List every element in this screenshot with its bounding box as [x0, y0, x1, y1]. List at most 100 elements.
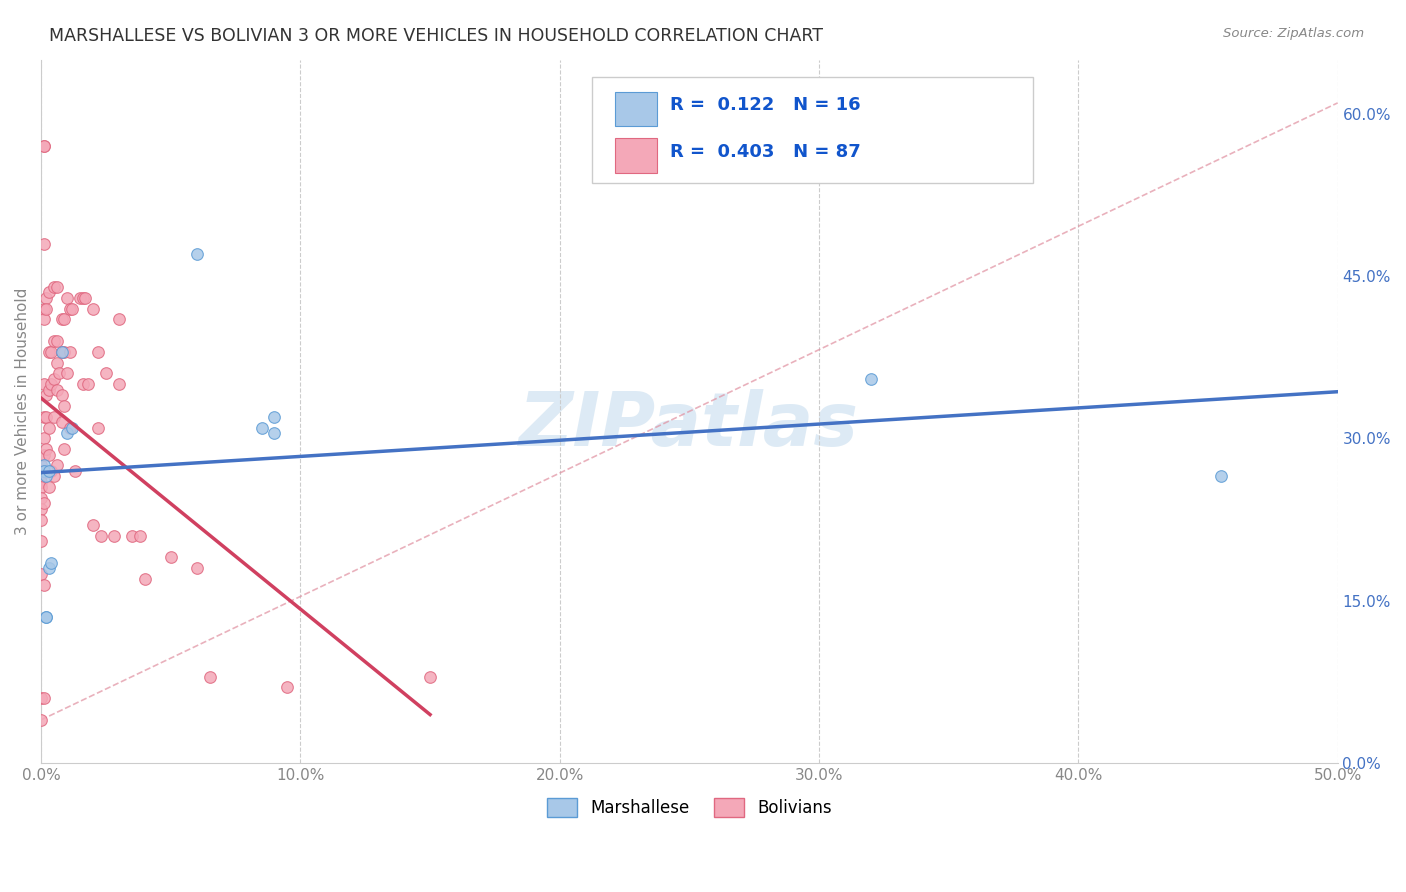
- Point: [38, 464, 60, 478]
- Point: [32, 409, 55, 424]
- FancyBboxPatch shape: [616, 138, 657, 173]
- Point: [87, 344, 110, 359]
- Point: [30, 480, 52, 494]
- Point: [35, 610, 58, 624]
- Point: [30, 464, 52, 478]
- FancyBboxPatch shape: [592, 78, 1033, 183]
- Point: [30, 566, 52, 581]
- Point: [38, 344, 60, 359]
- Point: [53, 399, 76, 413]
- Point: [45, 334, 67, 348]
- Point: [53, 442, 76, 457]
- Point: [72, 377, 94, 392]
- Point: [41, 556, 63, 570]
- Point: [35, 301, 58, 316]
- Point: [42, 280, 65, 294]
- Text: R =  0.122   N = 16: R = 0.122 N = 16: [669, 96, 860, 114]
- Point: [38, 480, 60, 494]
- Point: [32, 458, 55, 473]
- Point: [45, 458, 67, 473]
- Point: [32, 139, 55, 153]
- Point: [35, 610, 58, 624]
- Point: [45, 383, 67, 397]
- Point: [94, 367, 117, 381]
- Point: [30, 691, 52, 706]
- Point: [198, 669, 221, 683]
- Point: [32, 496, 55, 510]
- Point: [419, 669, 441, 683]
- Text: Source: ZipAtlas.com: Source: ZipAtlas.com: [1223, 27, 1364, 40]
- Point: [59, 344, 82, 359]
- Point: [72, 291, 94, 305]
- Point: [30, 713, 52, 727]
- Point: [263, 409, 285, 424]
- Point: [32, 236, 55, 251]
- Point: [53, 344, 76, 359]
- Point: [186, 247, 208, 261]
- Point: [38, 285, 60, 300]
- Point: [32, 464, 55, 478]
- Point: [63, 464, 86, 478]
- Point: [250, 420, 273, 434]
- Point: [30, 534, 52, 549]
- Point: [128, 529, 150, 543]
- Point: [159, 550, 181, 565]
- Point: [42, 409, 65, 424]
- Point: [41, 464, 63, 478]
- Point: [48, 367, 70, 381]
- Point: [38, 448, 60, 462]
- Point: [32, 464, 55, 478]
- Point: [35, 388, 58, 402]
- Point: [51, 344, 73, 359]
- Point: [30, 469, 52, 483]
- Y-axis label: 3 or more Vehicles in Household: 3 or more Vehicles in Household: [15, 288, 30, 535]
- Point: [30, 491, 52, 505]
- Point: [90, 529, 112, 543]
- Point: [35, 291, 58, 305]
- Point: [41, 377, 63, 392]
- Point: [56, 291, 79, 305]
- Point: [121, 529, 143, 543]
- Point: [859, 372, 882, 386]
- Point: [75, 291, 97, 305]
- Point: [51, 312, 73, 326]
- Point: [41, 344, 63, 359]
- Point: [30, 501, 52, 516]
- Point: [82, 301, 104, 316]
- Point: [108, 312, 131, 326]
- Point: [51, 415, 73, 429]
- Point: [32, 377, 55, 392]
- Point: [56, 367, 79, 381]
- Point: [45, 356, 67, 370]
- Point: [30, 475, 52, 489]
- Point: [30, 513, 52, 527]
- Point: [108, 377, 131, 392]
- Point: [32, 432, 55, 446]
- Point: [51, 388, 73, 402]
- Point: [42, 469, 65, 483]
- Point: [76, 377, 98, 392]
- Point: [42, 372, 65, 386]
- Point: [45, 280, 67, 294]
- Point: [69, 291, 91, 305]
- Point: [1209, 469, 1232, 483]
- Point: [60, 301, 83, 316]
- Point: [32, 577, 55, 591]
- Point: [263, 425, 285, 440]
- Point: [35, 409, 58, 424]
- Legend: Marshallese, Bolivians: Marshallese, Bolivians: [538, 789, 841, 825]
- Point: [276, 681, 298, 695]
- Point: [186, 561, 208, 575]
- Text: R =  0.403   N = 87: R = 0.403 N = 87: [669, 143, 860, 161]
- Point: [51, 344, 73, 359]
- FancyBboxPatch shape: [616, 92, 657, 127]
- Point: [32, 301, 55, 316]
- Point: [60, 420, 83, 434]
- Point: [59, 420, 82, 434]
- Point: [56, 425, 79, 440]
- Point: [53, 312, 76, 326]
- Point: [35, 469, 58, 483]
- Point: [32, 448, 55, 462]
- Point: [134, 572, 156, 586]
- Point: [35, 442, 58, 457]
